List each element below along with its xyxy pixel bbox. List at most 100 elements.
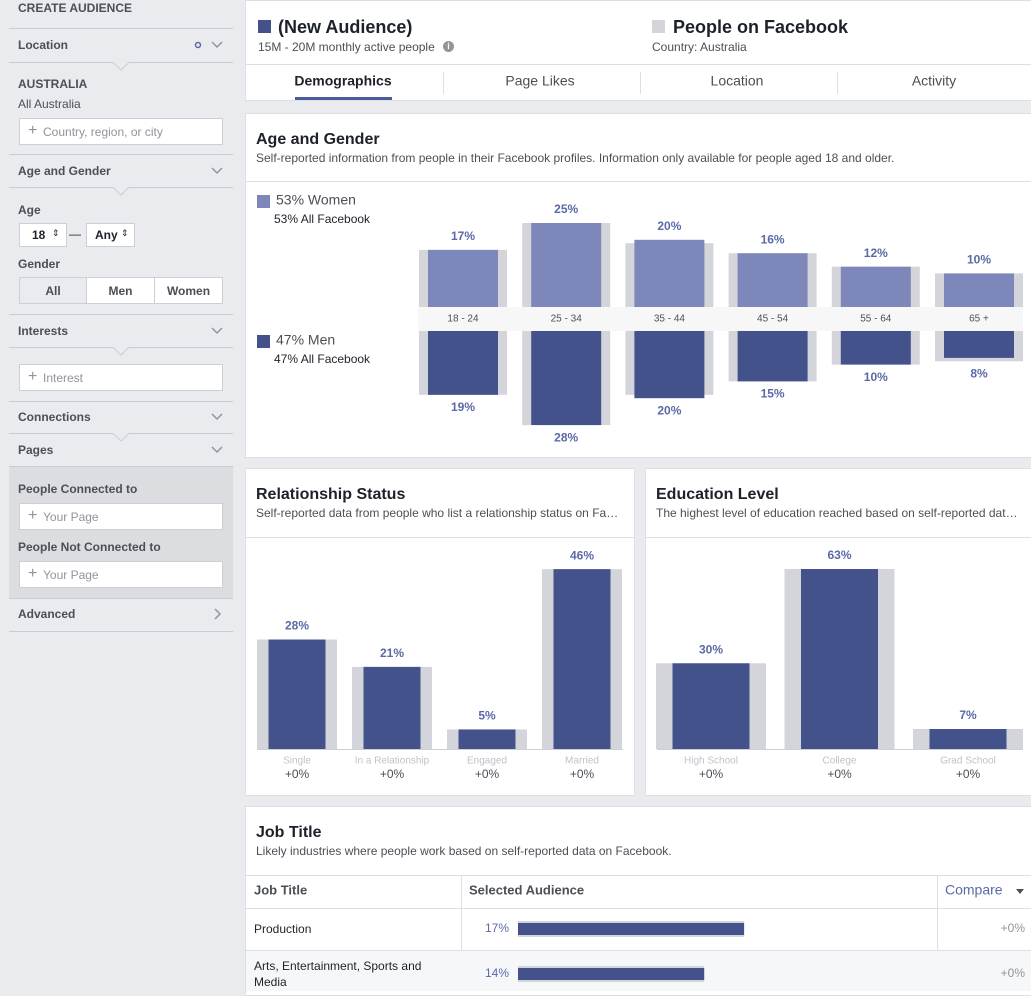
benchmark-name: People on Facebook [673, 17, 849, 37]
bar [634, 239, 705, 307]
gender-button[interactable]: All [19, 277, 87, 304]
change-label: +0% [380, 767, 405, 781]
value-label: 5% [478, 709, 496, 723]
bar [929, 729, 1007, 749]
value-label: 12% [864, 246, 888, 260]
legend-swatch [258, 20, 271, 33]
value-label: 21% [380, 646, 404, 660]
gender: All [45, 284, 61, 298]
gender-button[interactable]: Men [86, 277, 155, 304]
section-subtitle: Self-reported data from people who list … [256, 506, 618, 520]
gender: Men [108, 284, 133, 298]
value-label: 63% [827, 548, 851, 562]
age-to: Any [95, 228, 118, 242]
value-label: 10% [864, 370, 888, 384]
category-label: High School [684, 756, 738, 767]
value-label: 25% [554, 202, 578, 216]
bar [737, 253, 808, 307]
separator: — [69, 227, 81, 241]
tab[interactable]: Demographics [294, 73, 391, 89]
value-label: 28% [554, 430, 578, 444]
value-label: 14% [485, 966, 509, 980]
age-from: 18 [32, 228, 46, 242]
tab[interactable]: Activity [912, 73, 956, 89]
bar [634, 331, 705, 399]
field-label: People Not Connected to [18, 540, 161, 554]
placeholder: Country, region, or city [43, 125, 163, 139]
category-label: Grad School [940, 756, 996, 767]
age-to-select[interactable]: Any ⇕ [86, 223, 135, 247]
category-label: 55 - 64 [860, 314, 892, 325]
section-label[interactable]: Location [18, 38, 68, 52]
category-label: In a Relationship [355, 756, 430, 767]
value-label: 30% [699, 642, 723, 656]
legend-swatch [652, 20, 665, 33]
header-card: (New Audience) 15M - 20M monthly active … [245, 0, 1031, 101]
column-header[interactable]: Compare [945, 882, 1003, 898]
value-label: 20% [657, 219, 681, 233]
interest-input[interactable]: + Interest [19, 364, 223, 391]
legend-label: 47% Men [276, 332, 335, 348]
bar [518, 923, 745, 935]
value-label: 7% [959, 708, 977, 722]
gender: Women [166, 284, 211, 298]
section-title: Job Title [256, 824, 322, 841]
bar [944, 331, 1014, 358]
page-input[interactable]: + Your Page [19, 561, 223, 588]
tab[interactable]: Page Likes [505, 73, 574, 89]
bar [553, 569, 611, 749]
bar [458, 729, 516, 749]
age-from-select[interactable]: 18 ⇕ [19, 223, 67, 247]
section-label[interactable]: Connections [18, 410, 91, 424]
section-label[interactable]: Pages [18, 443, 54, 457]
bar [737, 331, 808, 382]
legend-label: 53% Women [276, 192, 356, 208]
category-label: 35 - 44 [654, 314, 686, 325]
section-label[interactable]: Age and Gender [18, 164, 111, 178]
gender-button[interactable]: Women [154, 277, 223, 304]
section-title: Age and Gender [256, 131, 380, 148]
bar [801, 569, 878, 749]
location-input[interactable]: + Country, region, or city [19, 118, 223, 145]
section-label[interactable]: Interests [18, 324, 69, 338]
legend-swatch [257, 335, 270, 348]
category-label: Engaged [467, 756, 507, 767]
change-label: +0% [1001, 966, 1026, 980]
bar [840, 331, 911, 365]
column-header: Selected Audience [469, 882, 584, 897]
row-name: Arts, Entertainment, Sports and Media [254, 959, 422, 989]
category-label: 25 - 34 [551, 314, 583, 325]
audience-detail: 15M - 20M monthly active people [258, 40, 435, 54]
change-label: +0% [475, 767, 500, 781]
category-label: 65 + [969, 314, 989, 325]
legend-swatch [257, 195, 270, 208]
tab[interactable]: Location [711, 73, 764, 89]
scope: All Australia [18, 97, 81, 111]
bar [944, 273, 1014, 307]
info-icon[interactable]: i [443, 41, 454, 52]
value-label: 17% [485, 921, 509, 935]
legend-detail: 47% All Facebook [274, 352, 371, 366]
row-name: Production [254, 922, 312, 936]
change-label: +0% [285, 767, 310, 781]
value-label: 46% [570, 548, 594, 562]
bar [531, 223, 602, 307]
field-label: Age [18, 203, 41, 217]
bar [531, 331, 602, 426]
bar [428, 331, 498, 395]
section-subtitle: Likely industries where people work base… [256, 844, 672, 858]
field-label: Gender [18, 257, 61, 271]
bar [672, 663, 750, 749]
section-label[interactable]: Advanced [18, 607, 76, 621]
section-title: Education Level [656, 486, 779, 503]
country: AUSTRALIA [18, 77, 88, 91]
sidebar: CREATE AUDIENCE Location AUSTRALIA All A… [0, 0, 233, 991]
value-label: 15% [761, 387, 785, 401]
value-label: 16% [761, 232, 785, 246]
value-label: 19% [451, 400, 475, 414]
category-label: 18 - 24 [447, 314, 479, 325]
bar [363, 666, 421, 749]
field-label: People Connected to [18, 482, 138, 496]
page-input[interactable]: + Your Page [19, 503, 223, 530]
